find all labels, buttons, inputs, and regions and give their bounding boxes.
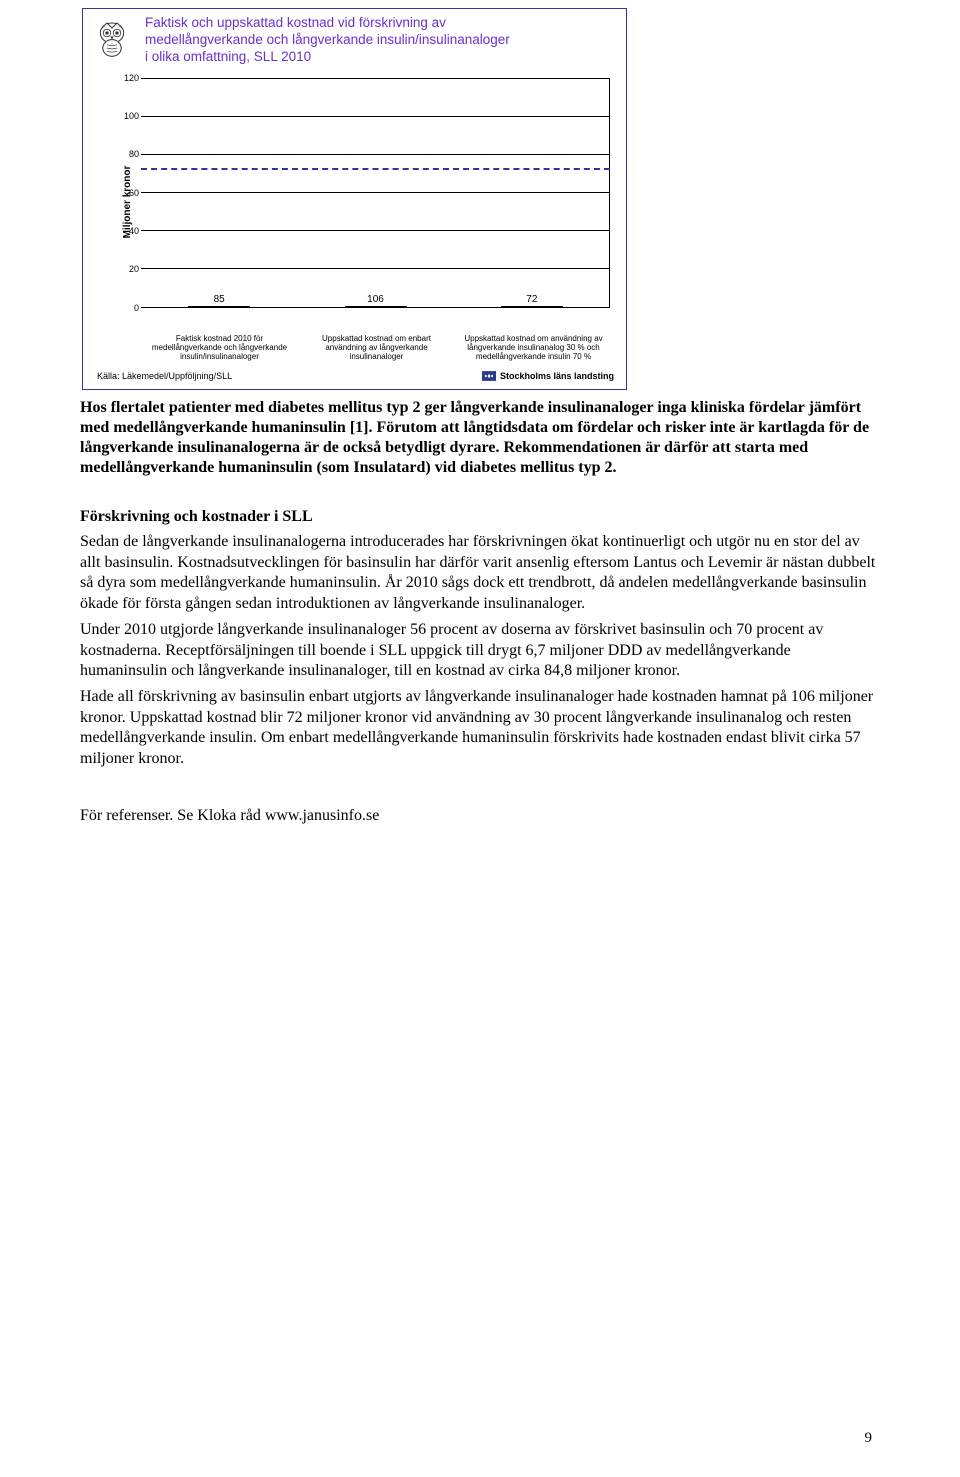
- category-label: Uppskattad kostnad om användning av lång…: [455, 334, 612, 362]
- bar-value-label: 106: [367, 294, 384, 305]
- ytick-label: 0: [123, 303, 139, 313]
- bar-layer: 85 106 72: [141, 78, 610, 308]
- page-number: 9: [865, 1430, 873, 1447]
- chart-title-line-2: medellångverkande och långverkande insul…: [145, 32, 510, 47]
- references-line: För referenser. Se Kloka råd www.janusin…: [80, 807, 880, 825]
- bar: [188, 306, 250, 308]
- chart-title: Faktisk och uppskattad kostnad vid försk…: [145, 15, 510, 66]
- section-subhead: Förskrivning och kostnader i SLL: [80, 508, 880, 526]
- category-labels: Faktisk kostnad 2010 för medellångverkan…: [141, 334, 612, 362]
- ytick-label: 120: [123, 73, 139, 83]
- chart-source: Källa: Läkemedel/Uppföljning/SLL: [97, 371, 232, 381]
- sll-logo-label: Stockholms läns landsting: [500, 371, 614, 381]
- ytick-label: 40: [123, 226, 139, 236]
- chart-footer: Källa: Läkemedel/Uppföljning/SLL Stockho…: [83, 367, 626, 389]
- body-para-2: Under 2010 utgjorde långverkande insulin…: [80, 620, 880, 681]
- ytick-label: 60: [123, 188, 139, 198]
- bar: [345, 306, 407, 308]
- category-label: Uppskattad kostnad om enbart användning …: [298, 334, 455, 362]
- body-para-1: Sedan de långverkande insulinanalogerna …: [80, 532, 880, 614]
- chart-title-line-3: i olika omfattning, SLL 2010: [145, 49, 311, 64]
- summary-paragraph: Hos flertalet patienter med diabetes mel…: [80, 398, 880, 478]
- bar-value-label: 85: [214, 294, 225, 305]
- cost-chart-frame: Faktisk och uppskattad kostnad vid försk…: [82, 8, 627, 390]
- body-para-3: Hade all förskrivning av basinsulin enba…: [80, 687, 880, 769]
- bar: [501, 306, 563, 308]
- chart-header: Faktisk och uppskattad kostnad vid försk…: [83, 9, 626, 68]
- ytick-label: 80: [123, 149, 139, 159]
- chart-plot: Miljoner kronor 8510672 020406080100120: [97, 72, 612, 332]
- owl-icon: [89, 15, 135, 61]
- ytick-label: 100: [123, 111, 139, 121]
- category-label: Faktisk kostnad 2010 för medellångverkan…: [141, 334, 298, 362]
- ytick-label: 20: [123, 264, 139, 274]
- sll-logo: Stockholms läns landsting: [482, 371, 614, 381]
- bar-value-label: 72: [526, 294, 537, 305]
- chart-title-line-1: Faktisk och uppskattad kostnad vid försk…: [145, 15, 446, 30]
